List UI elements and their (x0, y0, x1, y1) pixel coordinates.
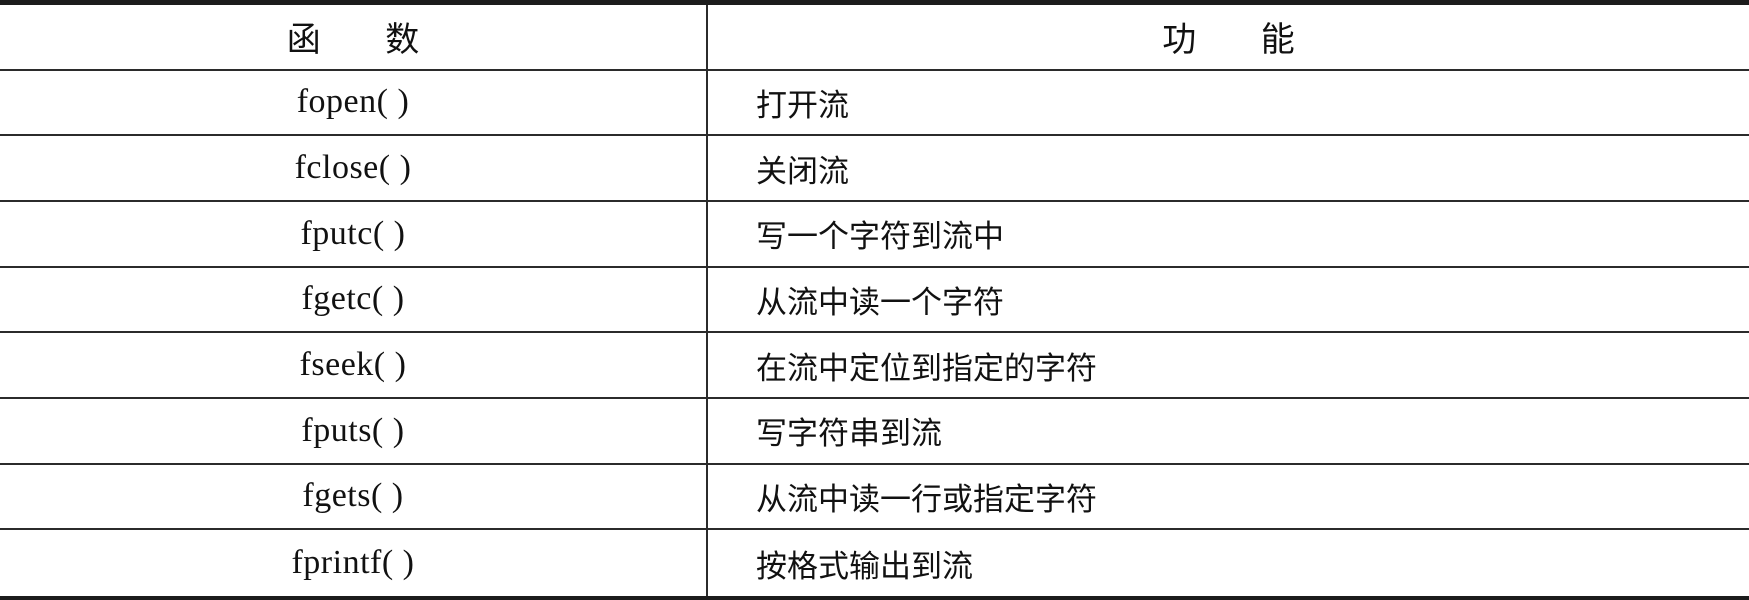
header-label-purpose: 功能 (1162, 20, 1360, 61)
function-name: fputc( ) (300, 214, 406, 252)
function-name-cell: fgets( ) (0, 464, 708, 529)
table-row: fgetc( ) 从流中读一个字符 (0, 267, 1749, 334)
function-description: 在流中定位到指定的字符 (756, 350, 1097, 387)
function-name-cell: fputs( ) (0, 398, 708, 463)
function-name: fprintf( ) (291, 544, 415, 582)
table-row: fclose( ) 关闭流 (0, 136, 1749, 202)
table-header-row: 函数 功能 (0, 5, 1749, 71)
table-row: fputc( ) 写一个字符到流中 (0, 201, 1749, 268)
description-cell: 写一个字符到流中 (708, 202, 1749, 266)
table-row: fprintf( ) 按格式输出到流 (0, 530, 1749, 596)
header-cell-purpose: 功能 (708, 5, 1749, 69)
description-cell: 关闭流 (708, 136, 1749, 200)
header-cell-function: 函数 (0, 5, 708, 69)
description-cell: 在流中定位到指定的字符 (708, 333, 1749, 397)
function-name: fseek( ) (299, 346, 407, 384)
function-description: 写一个字符到流中 (756, 219, 1004, 256)
function-description: 打开流 (756, 87, 849, 124)
function-name: fgets( ) (302, 477, 404, 515)
function-name-cell: fclose( ) (0, 136, 708, 200)
table-row: fseek( ) 在流中定位到指定的字符 (0, 333, 1749, 399)
function-name: fgetc( ) (301, 280, 405, 318)
function-name: fopen( ) (296, 83, 410, 121)
table-row: fgets( ) 从流中读一行或指定字符 (0, 464, 1749, 531)
table-row: fopen( ) 打开流 (0, 70, 1749, 137)
function-description: 写字符串到流 (756, 416, 942, 453)
function-description: 按格式输出到流 (756, 548, 973, 585)
function-name: fputs( ) (301, 411, 405, 449)
description-cell: 从流中读一个字符 (708, 268, 1749, 332)
description-cell: 从流中读一行或指定字符 (708, 465, 1749, 529)
function-name-cell: fseek( ) (0, 333, 708, 397)
description-cell: 按格式输出到流 (708, 530, 1749, 596)
function-description: 从流中读一个字符 (756, 284, 1004, 321)
function-name-cell: fprintf( ) (0, 530, 708, 596)
description-cell: 写字符串到流 (708, 399, 1749, 463)
function-name-cell: fgetc( ) (0, 267, 708, 332)
function-name: fclose( ) (294, 149, 412, 187)
function-description: 从流中读一行或指定字符 (756, 481, 1097, 518)
header-label-function: 函数 (286, 20, 484, 61)
function-name-cell: fopen( ) (0, 70, 708, 135)
description-cell: 打开流 (708, 71, 1749, 135)
function-name-cell: fputc( ) (0, 201, 708, 266)
table-row: fputs( ) 写字符串到流 (0, 398, 1749, 465)
function-description: 关闭流 (756, 153, 849, 190)
